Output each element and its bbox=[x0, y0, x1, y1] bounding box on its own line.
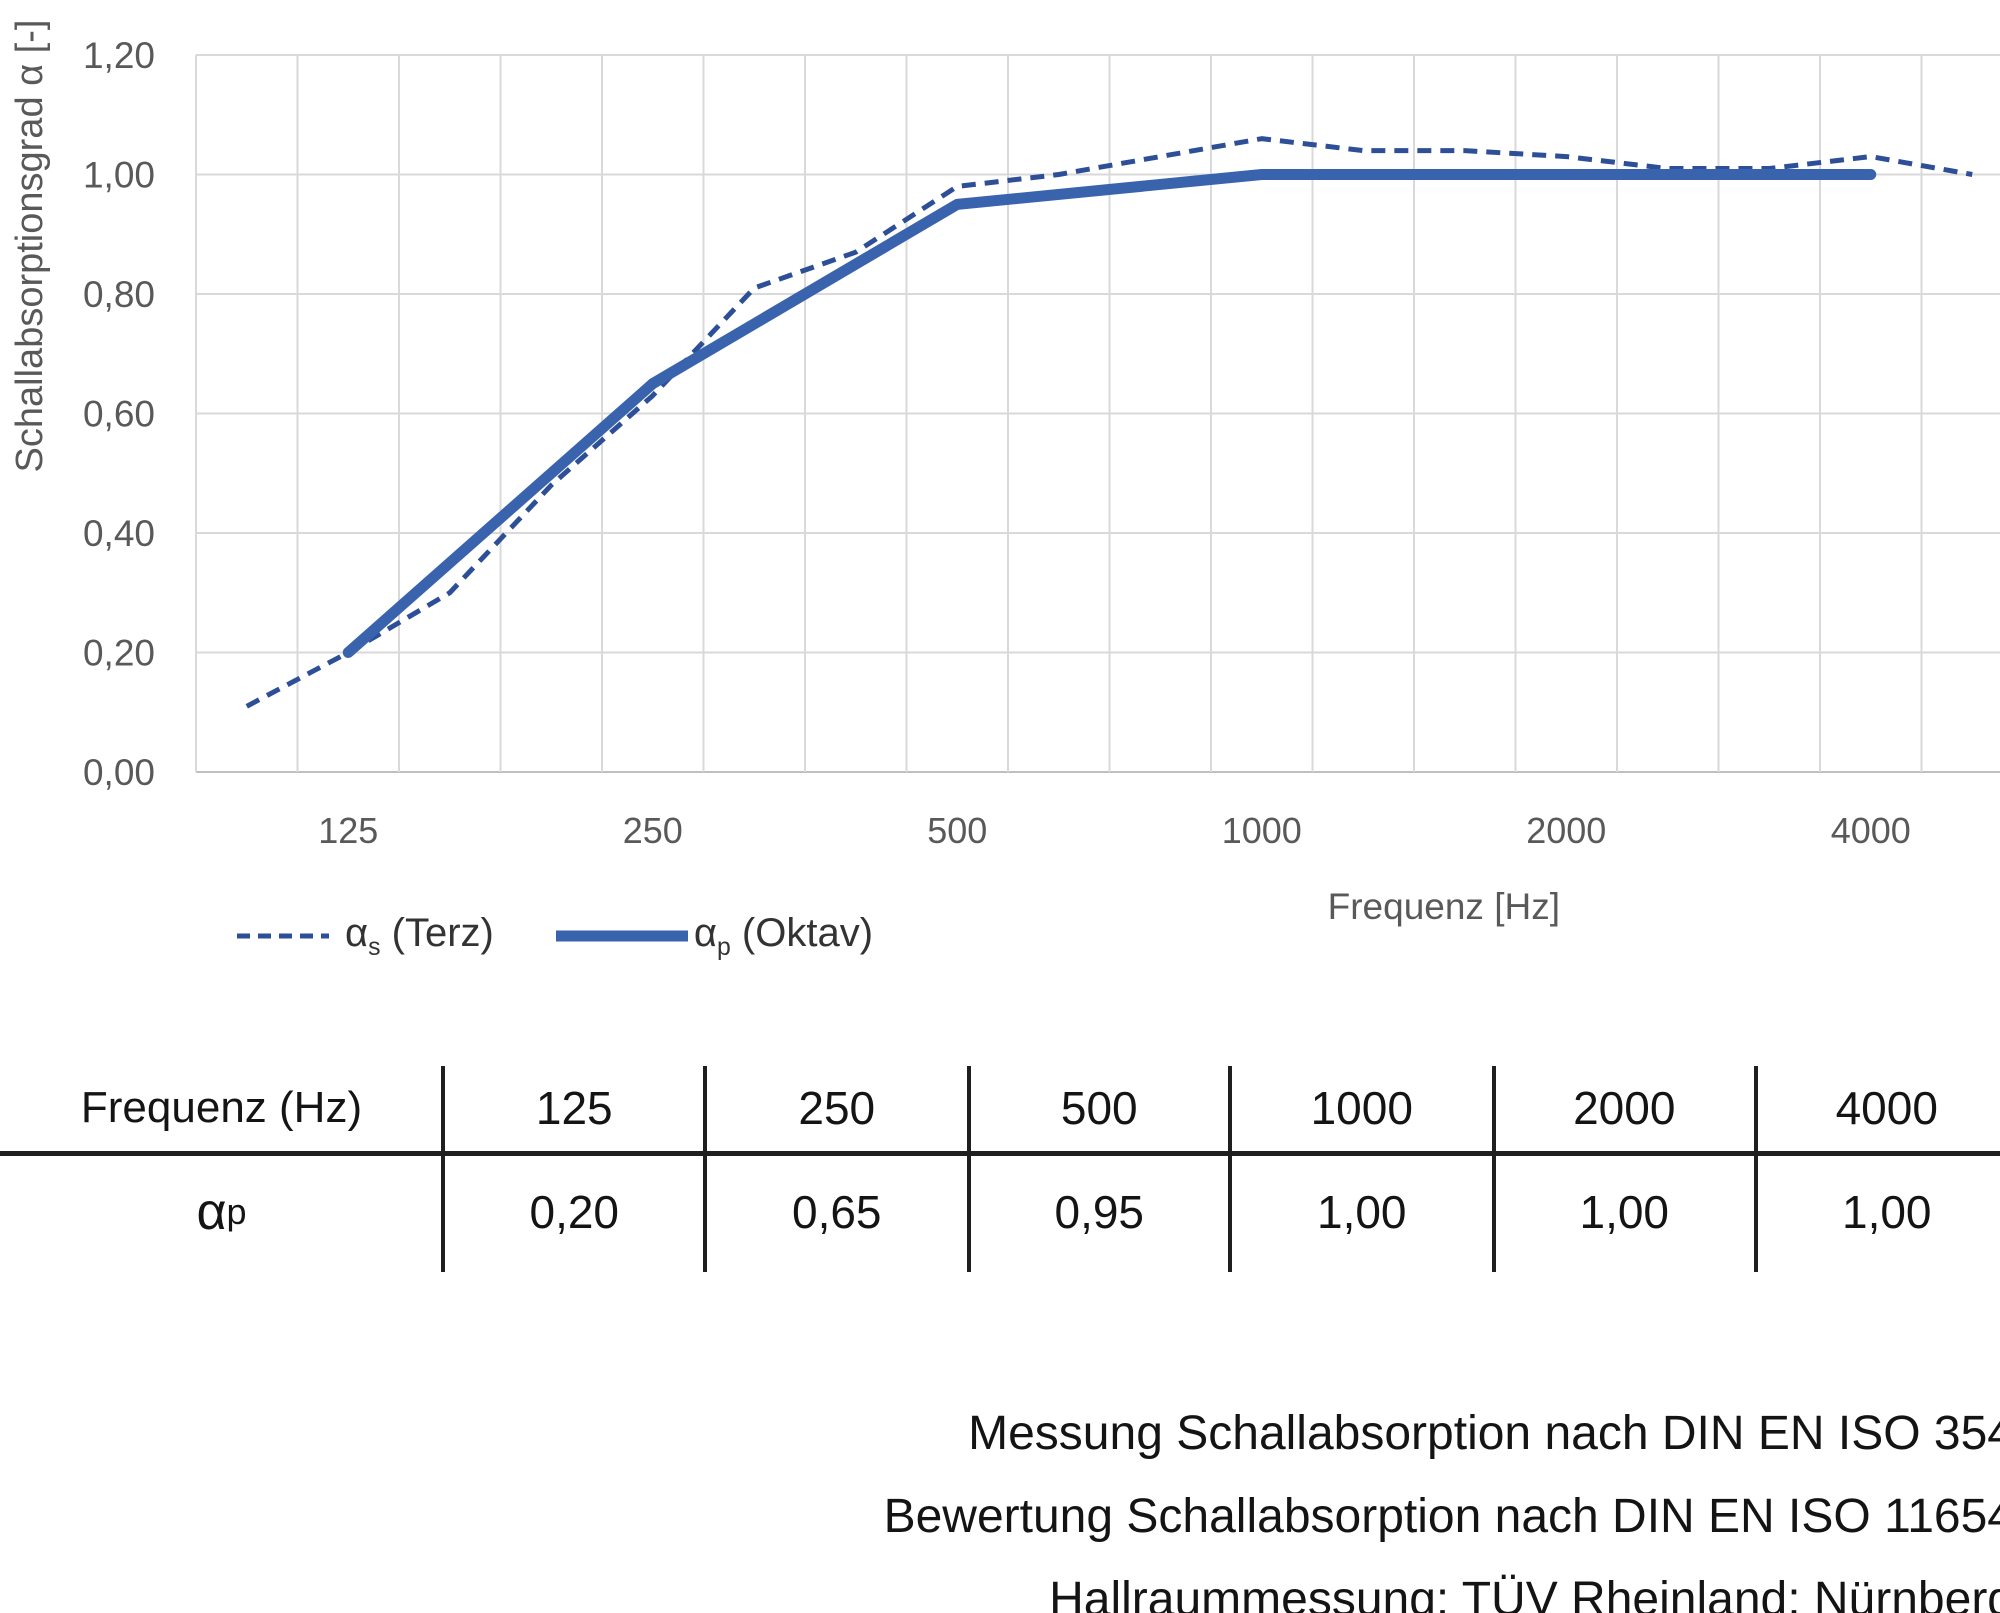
y-tick-label: 0,00 bbox=[83, 752, 155, 793]
y-axis-title: Schallabsorptionsgrad α [-] bbox=[9, 19, 51, 473]
table-value-cell: 0,20 bbox=[529, 1186, 620, 1238]
absorption-chart-svg: 0,00 0,20 0,40 0,60 0,80 1,00 1,20 125 250 500 100… bbox=[83, 35, 2000, 851]
measurement-note-line: Messung Schallabsorption nach DIN EN ISO… bbox=[968, 1407, 2000, 1460]
table-header-cell: 250 bbox=[798, 1082, 876, 1134]
table-column-divider bbox=[1228, 1066, 1232, 1272]
table-header-cell: 125 bbox=[535, 1082, 613, 1134]
measurement-note-line: Bewertung Schallabsorption nach DIN EN I… bbox=[883, 1490, 2000, 1543]
y-tick-label: 1,20 bbox=[83, 35, 155, 76]
legend-suffix: (Oktav) bbox=[730, 910, 874, 955]
x-tick-label: 250 bbox=[623, 810, 683, 851]
series-line-solid bbox=[342, 169, 1877, 658]
y-tick-label: 0,40 bbox=[83, 513, 155, 554]
legend-label-oktav: αp (Oktav) bbox=[694, 911, 873, 962]
x-tick-label: 4000 bbox=[1831, 810, 1911, 851]
legend-suffix: (Terz) bbox=[380, 910, 494, 955]
alpha-symbol: α bbox=[693, 910, 717, 955]
table-value-cell: 1,00 bbox=[1316, 1186, 1407, 1238]
alpha-symbol: α bbox=[345, 910, 369, 955]
alpha-subscript: p bbox=[226, 1191, 247, 1232]
x-tick-label: 125 bbox=[318, 810, 378, 851]
legend-label-terz: αs (Terz) bbox=[345, 911, 494, 962]
measurement-note: Messung Schallabsorption nach DIN EN ISO… bbox=[884, 1392, 2000, 1613]
table-column-divider bbox=[1492, 1066, 1496, 1272]
y-tick-label: 0,80 bbox=[83, 274, 155, 315]
table-header-frequency: Frequenz (Hz) bbox=[80, 1083, 363, 1132]
table-header-cell: 2000 bbox=[1573, 1082, 1676, 1134]
table-header-cell: 500 bbox=[1060, 1082, 1138, 1134]
table-value-cell: 1,00 bbox=[1841, 1186, 1932, 1238]
table-value-cell: 0,95 bbox=[1054, 1186, 1145, 1238]
series-line-dashed bbox=[245, 136, 1973, 709]
alpha-symbol: α bbox=[196, 1183, 227, 1241]
x-tick-label: 1000 bbox=[1222, 810, 1302, 851]
table-value-cell: 0,65 bbox=[791, 1186, 882, 1238]
x-tick-label: 2000 bbox=[1526, 810, 1606, 851]
table-value-cell: 1,00 bbox=[1579, 1186, 1670, 1238]
chart-legend: αs (Terz) αp (Oktav) bbox=[237, 906, 873, 966]
measurement-note-line: Hallraummessung: TÜV Rheinland; Nürnberg bbox=[1049, 1573, 2000, 1613]
alpha-subscript: p bbox=[716, 933, 731, 961]
table-header-cell: 1000 bbox=[1310, 1082, 1413, 1134]
x-tick-label: 500 bbox=[927, 810, 987, 851]
alpha-p-table: Frequenz (Hz) 125 250 500 1000 2000 4000… bbox=[0, 1063, 2000, 1271]
alpha-subscript: s bbox=[368, 933, 381, 961]
table-column-divider bbox=[703, 1066, 707, 1272]
x-axis-title: Frequenz [Hz] bbox=[1327, 886, 1560, 927]
table-horizontal-rule bbox=[0, 1151, 2000, 1156]
y-tick-label: 0,60 bbox=[83, 394, 155, 435]
table-column-divider bbox=[441, 1066, 445, 1272]
y-tick-label: 0,20 bbox=[83, 633, 155, 674]
table-column-divider bbox=[967, 1066, 971, 1272]
y-tick-label: 1,00 bbox=[83, 155, 155, 196]
table-header-cell: 4000 bbox=[1835, 1082, 1938, 1134]
table-column-divider bbox=[1754, 1066, 1758, 1272]
legend-solid-line-icon bbox=[555, 930, 688, 942]
legend-dashed-line-icon bbox=[237, 933, 329, 939]
